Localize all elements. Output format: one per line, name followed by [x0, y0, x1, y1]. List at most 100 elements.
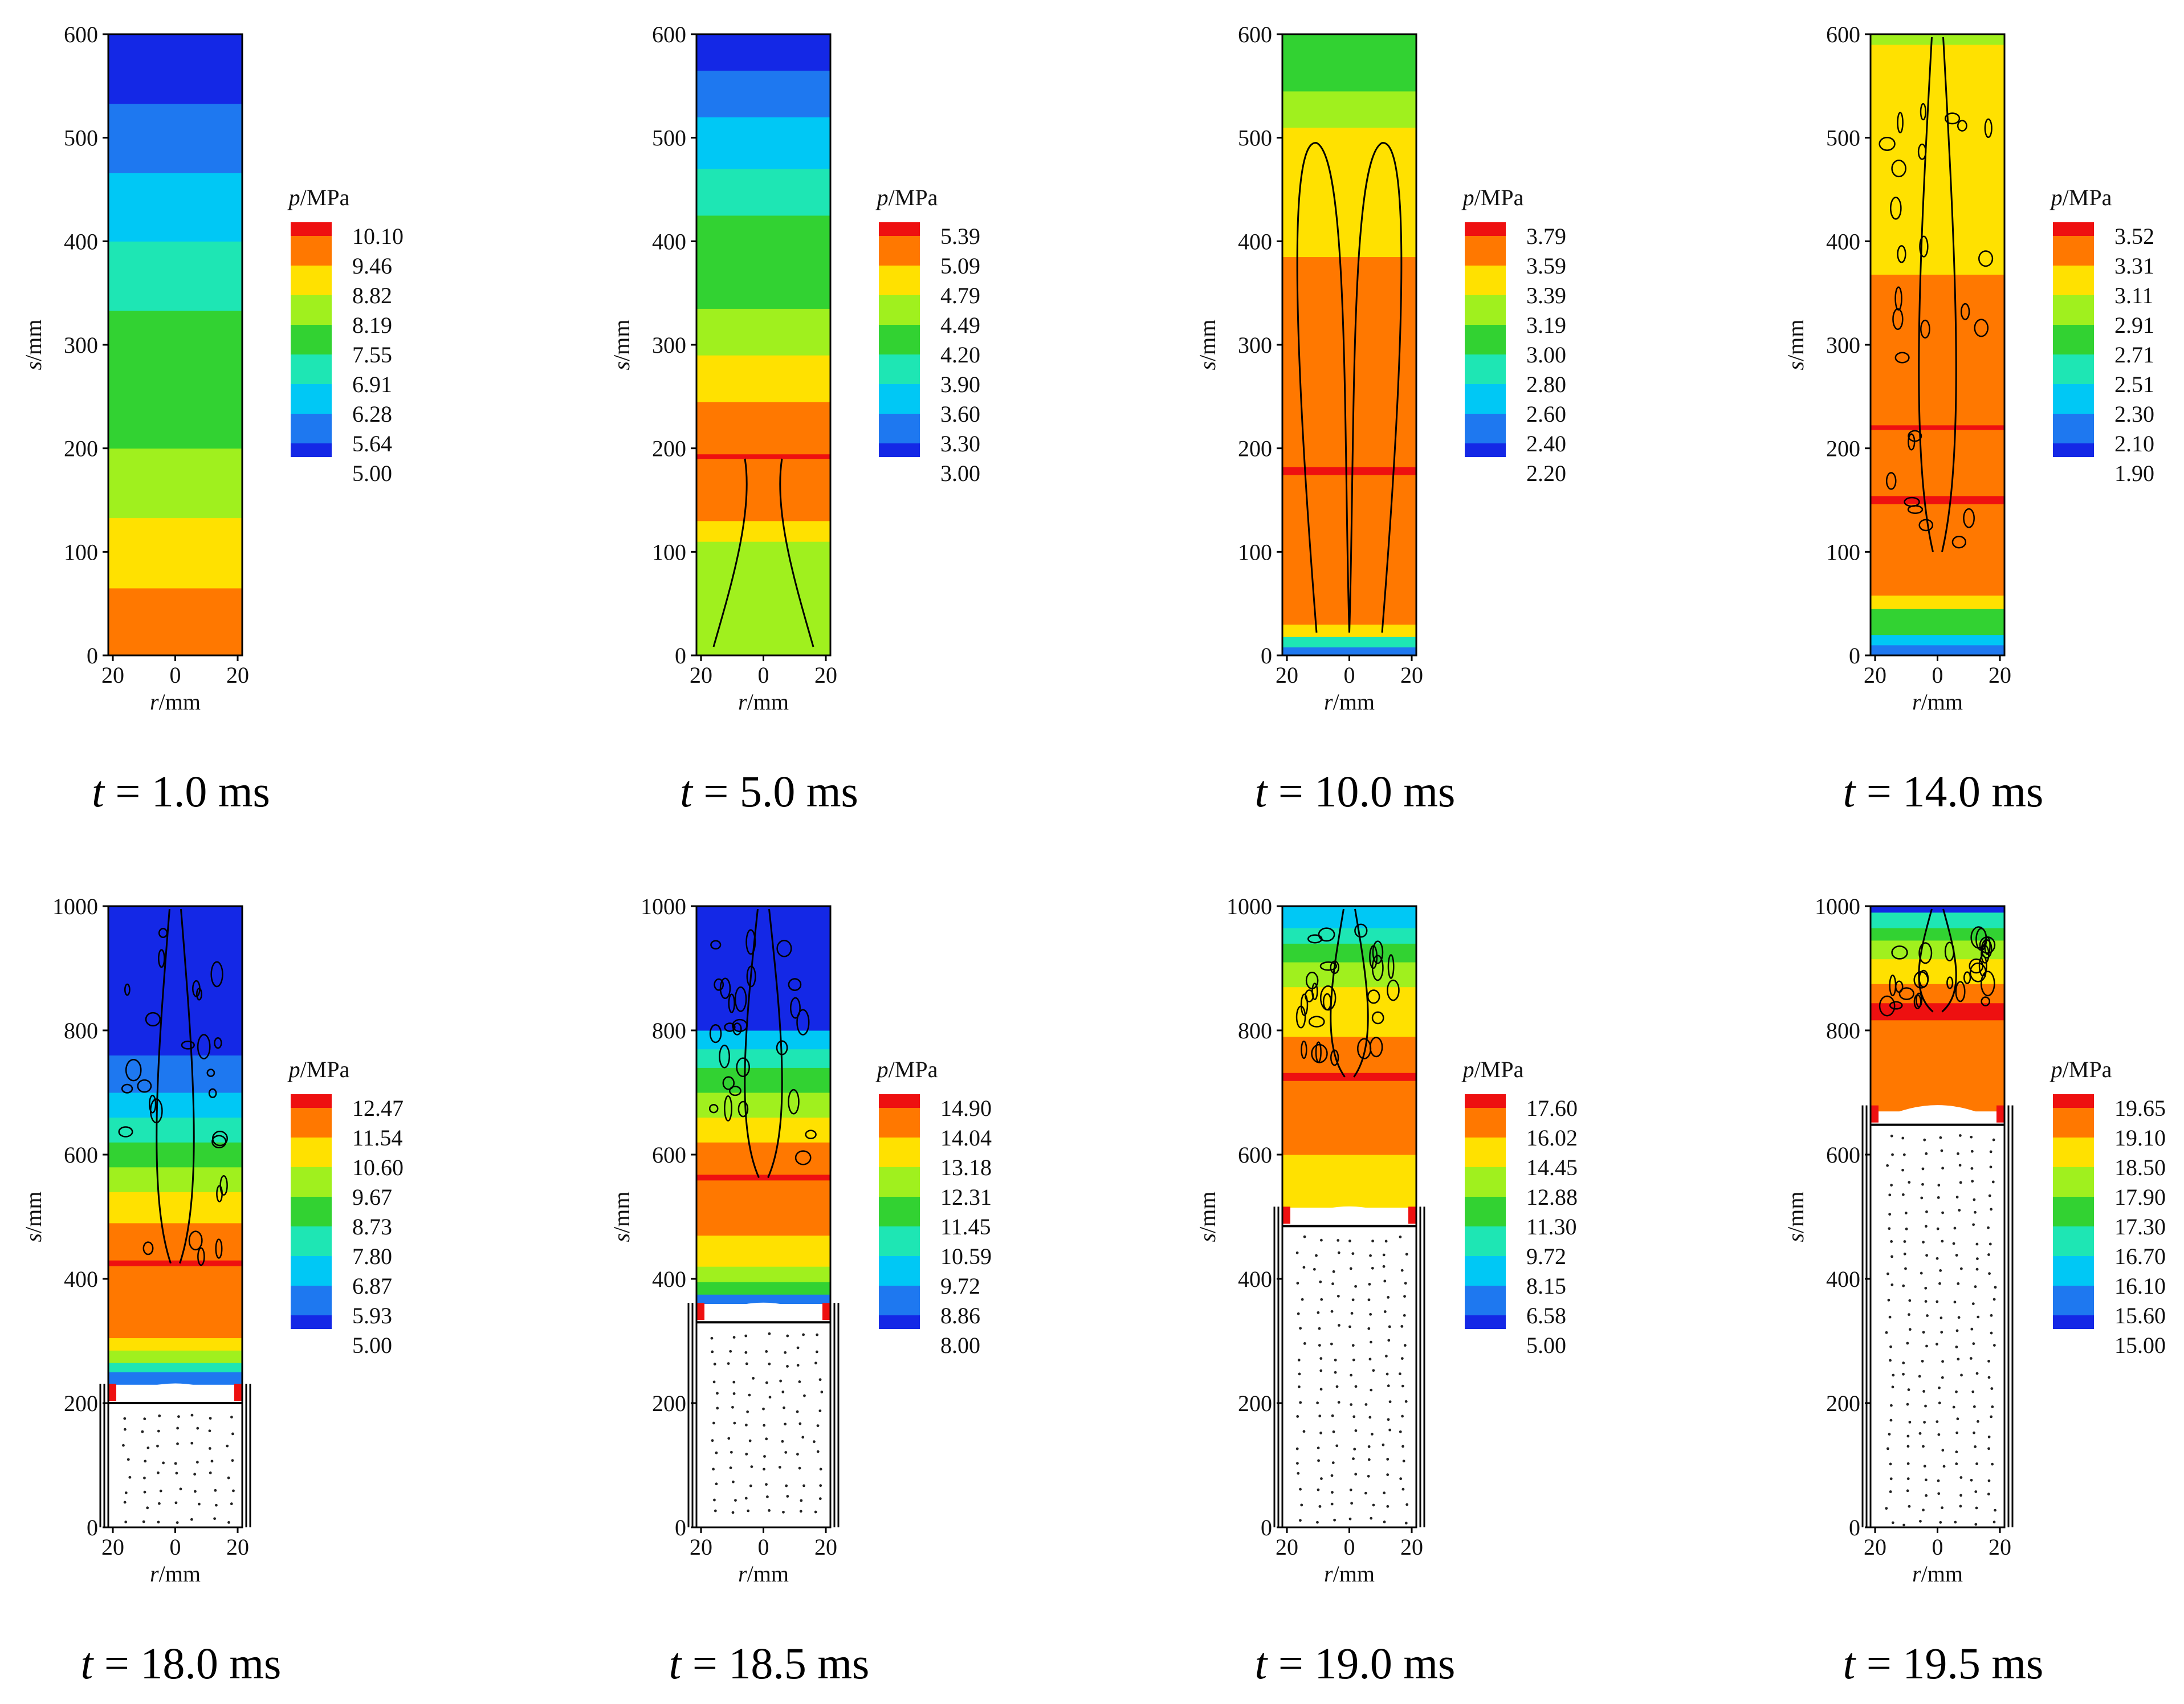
piston-dot: [1975, 1242, 1979, 1246]
flame-eddy: [206, 1069, 215, 1077]
legend-swatch: [2053, 443, 2094, 457]
piston-dot: [713, 1363, 716, 1365]
panel-caption: t = 19.0 ms: [1255, 1638, 1456, 1688]
piston-dot: [816, 1424, 820, 1428]
pressure-band: [696, 34, 830, 71]
pressure-band: [1871, 645, 2004, 655]
legend-value: 3.00: [940, 460, 980, 486]
piston-dot: [1990, 1415, 1993, 1418]
piston-dot: [1924, 1300, 1928, 1303]
piston-dot: [1370, 1517, 1373, 1520]
y-tick-label: 300: [1826, 332, 1860, 358]
piston-dot: [712, 1421, 715, 1425]
piston-dot: [1383, 1520, 1386, 1523]
piston-dot: [1371, 1266, 1374, 1270]
piston-dot: [786, 1334, 789, 1338]
legend-title: p/MPa: [2049, 1057, 2112, 1082]
piston-dot: [1975, 1372, 1979, 1375]
legend-value: 17.30: [2114, 1214, 2166, 1240]
flame-eddy: [737, 1100, 749, 1118]
piston-dot: [715, 1482, 718, 1486]
flame-eddy: [1885, 472, 1897, 490]
piston-dot: [1904, 1267, 1907, 1270]
panel-caption: t = 1.0 ms: [92, 767, 270, 816]
flame-eddy: [805, 1130, 817, 1139]
piston-dot: [157, 1520, 160, 1524]
x-tick-label: 0: [1344, 662, 1355, 688]
piston-dot: [1318, 1327, 1321, 1330]
piston-dot: [1906, 1403, 1909, 1406]
legend-swatch: [879, 1315, 920, 1329]
piston-dot: [1349, 1267, 1352, 1270]
piston-dot: [818, 1497, 822, 1501]
flame-eddy: [192, 980, 201, 997]
legend-swatch: [291, 1315, 332, 1329]
pressure-band: [696, 1092, 830, 1118]
piston-dot: [1320, 1477, 1323, 1480]
pressure-band: [1282, 1155, 1416, 1208]
piston-dot: [1296, 1462, 1299, 1465]
piston-dot: [1955, 1431, 1959, 1434]
piston-dot: [1974, 1285, 1977, 1289]
legend-swatch: [879, 414, 920, 443]
y-tick-label: 0: [1261, 1515, 1272, 1540]
piston-dot: [1319, 1432, 1322, 1434]
piston-dot: [1955, 1462, 1958, 1465]
legend-value: 2.30: [2114, 401, 2154, 427]
piston-dot: [1987, 1360, 1990, 1363]
pressure-band: [1871, 906, 2004, 913]
y-tick-label: 1000: [1227, 894, 1272, 919]
piston-dot: [1955, 1450, 1958, 1454]
piston-dot: [146, 1506, 149, 1510]
flame-eddy: [121, 1083, 133, 1094]
flame-eddy: [796, 1009, 810, 1036]
piston-dot: [1337, 1294, 1340, 1298]
panel-caption: t = 5.0 ms: [680, 767, 858, 816]
y-tick-label: 500: [652, 125, 686, 151]
piston-dot: [1970, 1149, 1974, 1153]
piston-dot: [799, 1510, 802, 1513]
x-tick-label: 20: [814, 662, 837, 688]
piston-dot: [1333, 1518, 1337, 1522]
piston-dot: [731, 1511, 735, 1514]
piston-dot: [798, 1422, 802, 1425]
y-axis-label: s/mm: [21, 1192, 46, 1242]
pressure-band: [1871, 634, 2004, 646]
flame-eddy: [1955, 981, 1966, 1002]
pressure-field: [1282, 906, 1416, 1527]
x-tick-label: 20: [101, 662, 124, 688]
piston-dot: [142, 1520, 145, 1523]
legend-swatch: [2053, 1138, 2094, 1167]
piston-dot: [1959, 1505, 1962, 1508]
piston-dot: [1399, 1430, 1402, 1433]
piston-dot: [785, 1484, 788, 1487]
piston-dot: [1316, 1520, 1319, 1524]
piston-dot: [162, 1461, 165, 1465]
legend-value: 3.00: [1526, 342, 1566, 368]
pressure-band: [108, 1142, 242, 1168]
flame-eddy: [1889, 975, 1897, 997]
piston-dot: [1400, 1357, 1404, 1360]
legend-swatch: [1465, 414, 1506, 443]
piston-dot: [1401, 1384, 1404, 1388]
legend-value: 14.04: [940, 1125, 992, 1151]
pressure-band: [108, 517, 242, 589]
flame-eddy: [142, 1241, 154, 1255]
piston-dot: [1887, 1298, 1890, 1302]
pressure-band: [696, 70, 830, 117]
legend-value: 5.00: [352, 1332, 392, 1358]
piston-dot: [123, 1417, 127, 1420]
pressure-field: [108, 34, 242, 655]
legend-value: 16.70: [2114, 1244, 2166, 1269]
piston-dot: [1988, 1272, 1991, 1275]
piston-dot: [710, 1336, 714, 1340]
legend-value: 3.30: [940, 431, 980, 456]
legend-value: 8.73: [352, 1214, 392, 1240]
piston-dot: [1959, 1476, 1963, 1479]
piston-dot: [796, 1364, 800, 1367]
piston-dot: [1989, 1150, 1993, 1153]
piston-dot: [1388, 1400, 1392, 1404]
piston-dot: [1400, 1269, 1404, 1272]
legend-swatch: [1465, 1094, 1506, 1108]
piston-dot: [1315, 1254, 1318, 1257]
